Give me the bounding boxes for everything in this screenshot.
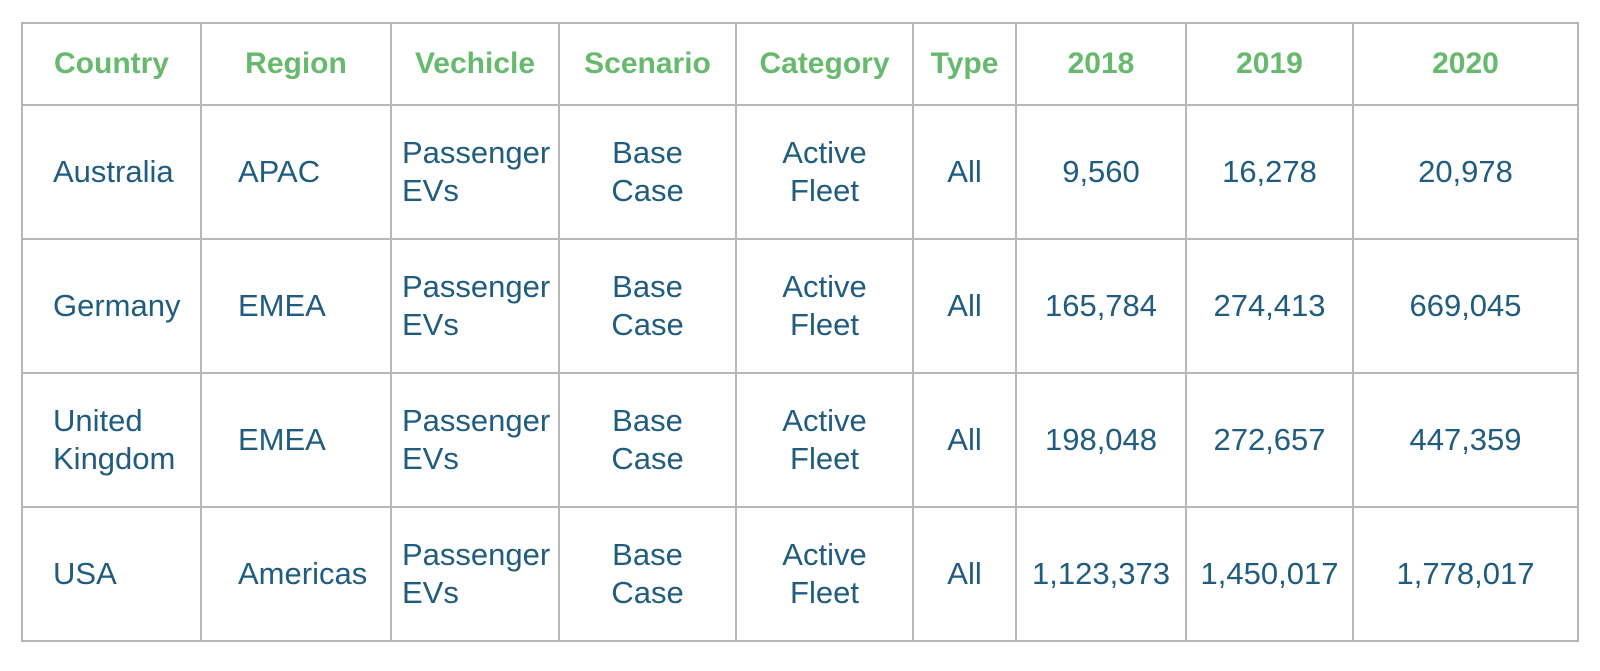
cell-2018: 198,048 — [1015, 372, 1187, 508]
cell-2020: 669,045 — [1352, 238, 1579, 374]
cell-region: APAC — [200, 104, 392, 240]
cell-country: Australia — [21, 104, 202, 240]
cell-scenario: Base Case — [558, 372, 737, 508]
cell-2019: 16,278 — [1185, 104, 1354, 240]
cell-2019: 1,450,017 — [1185, 506, 1354, 642]
cell-scenario: Base Case — [558, 104, 737, 240]
table-row: United Kingdom EMEA Passenger EVs Base C… — [21, 372, 1579, 508]
cell-2019: 274,413 — [1185, 238, 1354, 374]
header-2019: 2019 — [1185, 22, 1354, 106]
cell-type: All — [912, 506, 1017, 642]
cell-category: Active Fleet — [735, 372, 914, 508]
cell-country: Germany — [21, 238, 202, 374]
cell-vehicle: Passenger EVs — [390, 506, 560, 642]
header-row: Country Region Vechicle Scenario Categor… — [21, 22, 1579, 106]
header-vehicle: Vechicle — [390, 22, 560, 106]
cell-2018: 1,123,373 — [1015, 506, 1187, 642]
cell-category: Active Fleet — [735, 104, 914, 240]
header-country: Country — [21, 22, 202, 106]
cell-country: USA — [21, 506, 202, 642]
cell-2020: 447,359 — [1352, 372, 1579, 508]
cell-type: All — [912, 104, 1017, 240]
header-2020: 2020 — [1352, 22, 1579, 106]
header-type: Type — [912, 22, 1017, 106]
cell-2018: 165,784 — [1015, 238, 1187, 374]
cell-vehicle: Passenger EVs — [390, 104, 560, 240]
cell-type: All — [912, 372, 1017, 508]
cell-type: All — [912, 238, 1017, 374]
header-category: Category — [735, 22, 914, 106]
header-scenario: Scenario — [558, 22, 737, 106]
cell-vehicle: Passenger EVs — [390, 238, 560, 374]
cell-scenario: Base Case — [558, 506, 737, 642]
cell-2018: 9,560 — [1015, 104, 1187, 240]
table-row: USA Americas Passenger EVs Base Case Act… — [21, 506, 1579, 642]
cell-2020: 1,778,017 — [1352, 506, 1579, 642]
cell-region: EMEA — [200, 238, 392, 374]
header-region: Region — [200, 22, 392, 106]
cell-scenario: Base Case — [558, 238, 737, 374]
cell-region: Americas — [200, 506, 392, 642]
cell-2020: 20,978 — [1352, 104, 1579, 240]
table-row: Australia APAC Passenger EVs Base Case A… — [21, 104, 1579, 240]
cell-country: United Kingdom — [21, 372, 202, 508]
cell-category: Active Fleet — [735, 506, 914, 642]
table-row: Germany EMEA Passenger EVs Base Case Act… — [21, 238, 1579, 374]
cell-region: EMEA — [200, 372, 392, 508]
cell-2019: 272,657 — [1185, 372, 1354, 508]
cell-vehicle: Passenger EVs — [390, 372, 560, 508]
header-2018: 2018 — [1015, 22, 1187, 106]
ev-fleet-table: Country Region Vechicle Scenario Categor… — [21, 22, 1579, 642]
cell-category: Active Fleet — [735, 238, 914, 374]
